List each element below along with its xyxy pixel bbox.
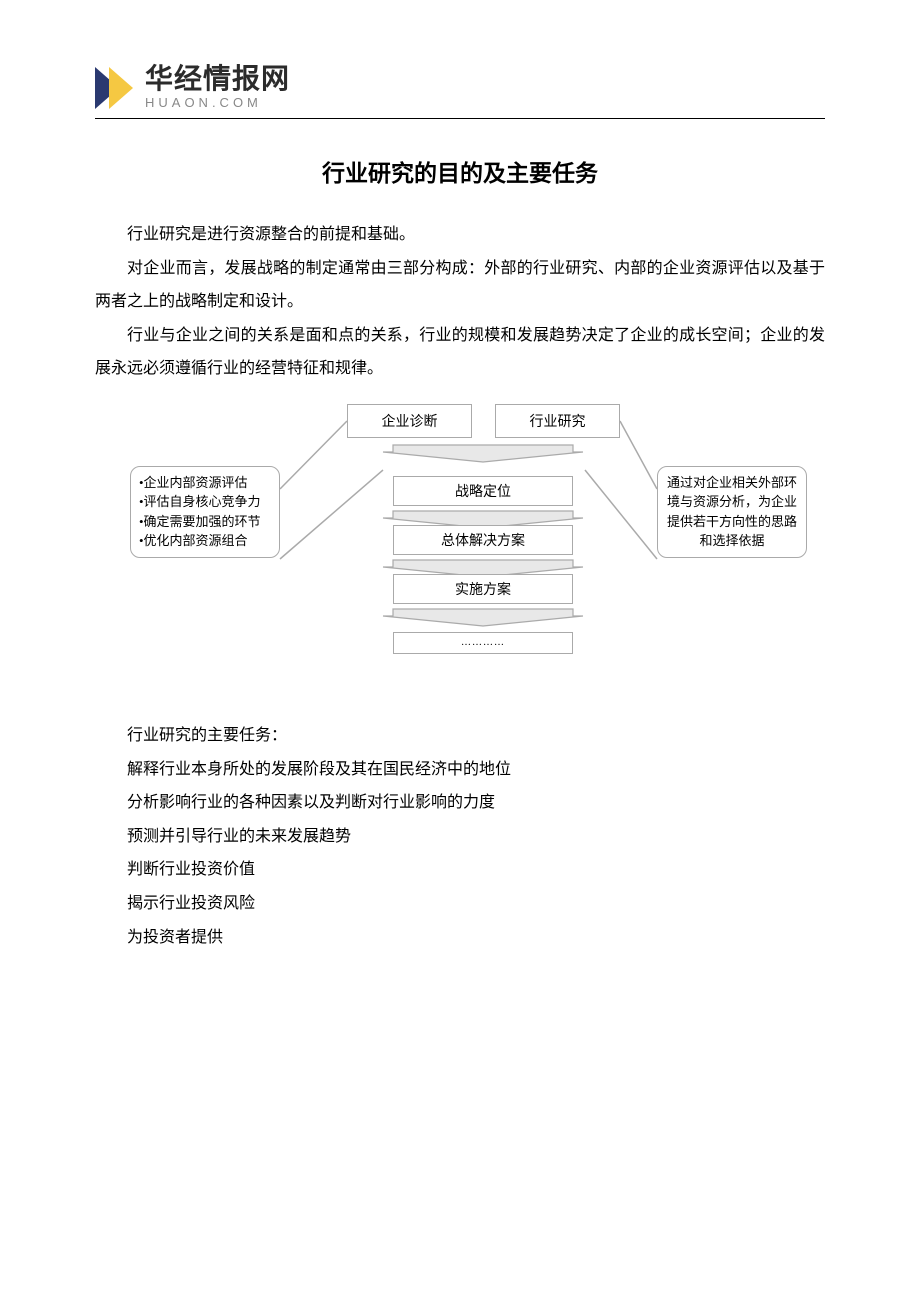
task-item: 判断行业投资价值 [95,853,825,887]
task-item: 分析影响行业的各种因素以及判断对行业影响的力度 [95,786,825,820]
callout-item: •评估自身核心竞争力 [139,492,271,512]
document-page: 华经情报网 HUAON.COM 行业研究的目的及主要任务 行业研究是进行资源整合… [0,0,920,954]
diagram-box-strategic-positioning: 战略定位 [393,476,573,506]
task-list: 行业研究的主要任务： 解释行业本身所处的发展阶段及其在国民经济中的地位 分析影响… [95,719,825,954]
tasks-heading: 行业研究的主要任务： [95,719,825,753]
diagram-box-ellipsis: ………… [393,632,573,654]
task-item: 解释行业本身所处的发展阶段及其在国民经济中的地位 [95,753,825,787]
diagram-box-industry-research: 行业研究 [495,404,620,438]
diagram-callout-right: 通过对企业相关外部环境与资源分析，为企业提供若干方向性的思路和选择依据 [657,466,807,558]
task-item: 为投资者提供 [95,921,825,955]
callout-item: •确定需要加强的环节 [139,512,271,532]
diagram-callout-left: •企业内部资源评估 •评估自身核心竞争力 •确定需要加强的环节 •优化内部资源组… [130,466,280,558]
diagram-box-enterprise-diagnosis: 企业诊断 [347,404,472,438]
logo-text-cn: 华经情报网 [145,65,290,93]
page-header: 华经情报网 HUAON.COM [95,65,825,119]
strategy-diagram: 企业诊断 行业研究 战略定位 总体解决方案 实施方案 ………… •企业内部资源评… [95,404,825,694]
task-item: 预测并引导行业的未来发展趋势 [95,820,825,854]
logo-triangle-yellow [109,67,133,109]
diagram-box-implementation: 实施方案 [393,574,573,604]
task-item: 揭示行业投资风险 [95,887,825,921]
logo-text: 华经情报网 HUAON.COM [145,65,290,110]
logo-icon [95,67,133,109]
page-title: 行业研究的目的及主要任务 [95,154,825,188]
paragraph: 行业与企业之间的关系是面和点的关系，行业的规模和发展趋势决定了企业的成长空间；企… [95,319,825,386]
logo-text-en: HUAON.COM [145,95,290,110]
callout-item: •优化内部资源组合 [139,531,271,551]
paragraph: 对企业而言，发展战略的制定通常由三部分构成：外部的行业研究、内部的企业资源评估以… [95,252,825,319]
paragraph: 行业研究是进行资源整合的前提和基础。 [95,218,825,252]
callout-item: •企业内部资源评估 [139,473,271,493]
diagram-box-overall-solution: 总体解决方案 [393,525,573,555]
